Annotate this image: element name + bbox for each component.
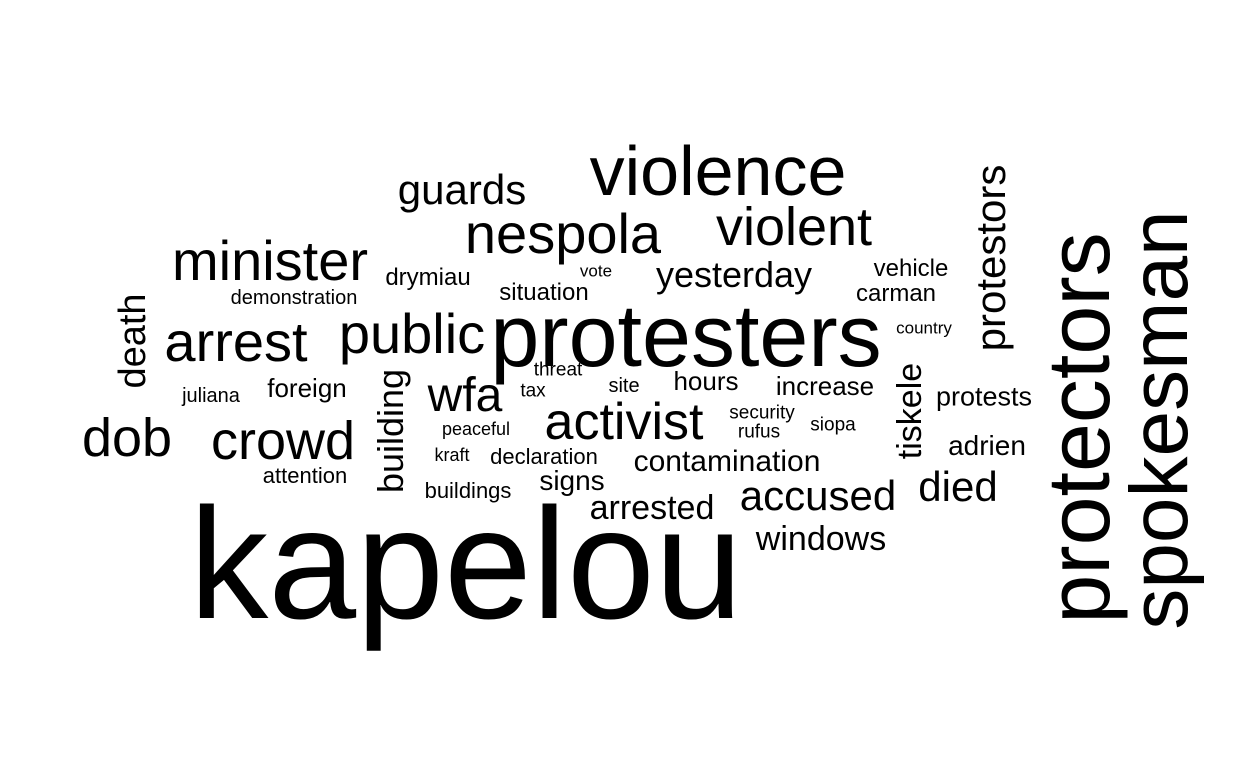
word-nespola: nespola [464, 202, 662, 265]
word-guards: guards [397, 166, 527, 213]
word-activist: activist [544, 393, 704, 451]
word-crowd: crowd [210, 411, 356, 471]
word-site: site [608, 375, 640, 397]
word-adrien: adrien [948, 430, 1026, 461]
word-windows: windows [755, 520, 887, 558]
word-protestors: protestors [967, 164, 1014, 352]
word-peaceful: peaceful [441, 419, 511, 439]
word-public: public [338, 302, 486, 365]
word-rufus: rufus [737, 421, 781, 443]
word-siopa: siopa [810, 414, 856, 436]
word-tax: tax [520, 380, 546, 402]
word-contamination: contamination [633, 445, 821, 478]
word-threat: threat [533, 359, 583, 381]
word-violent: violent [715, 197, 873, 257]
word-drymiau: drymiau [385, 264, 471, 291]
word-foreign: foreign [267, 373, 347, 403]
word-juliana: juliana [182, 385, 240, 407]
word-hours: hours [673, 366, 739, 396]
word-buildings: buildings [424, 478, 512, 503]
word-kraft: kraft [434, 445, 470, 465]
word-minister: minister [171, 229, 369, 292]
word-died: died [918, 463, 998, 510]
word-spokesman: spokesman [1114, 210, 1205, 630]
word-declaration: declaration [490, 444, 598, 469]
word-protesters: protesters [490, 286, 882, 385]
word-signs: signs [539, 465, 605, 496]
word-increase: increase [775, 371, 875, 401]
word-protectors: protectors [1029, 232, 1128, 624]
word-dob: dob [81, 408, 173, 468]
word-building: building [370, 368, 411, 494]
word-accused: accused [739, 472, 897, 519]
word-arrested: arrested [589, 489, 715, 527]
word-kapelou: kapelou [189, 476, 743, 652]
word-arrest: arrest [164, 310, 308, 373]
word-attention: attention [262, 463, 348, 488]
word-demonstration: demonstration [230, 287, 358, 309]
word-protests: protests [935, 381, 1033, 412]
word-country: country [896, 318, 952, 338]
word-carman: carman [855, 280, 937, 307]
word-wfa: wfa [427, 369, 503, 422]
word-tiskele: tiskele [891, 362, 929, 460]
word-situation: situation [499, 279, 589, 306]
word-violence: violence [589, 132, 847, 210]
word-vote: vote [579, 261, 613, 281]
word-yesterday: yesterday [655, 254, 813, 295]
word-death: death [112, 293, 154, 389]
word-vehicle: vehicle [873, 255, 949, 282]
word-security: security [729, 402, 795, 424]
